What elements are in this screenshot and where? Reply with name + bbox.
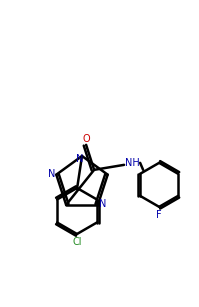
Text: O: O [82,134,90,144]
Text: Cl: Cl [72,237,82,247]
Text: NH: NH [125,158,139,168]
Text: N: N [48,169,55,179]
Text: N: N [76,154,84,164]
Text: N: N [99,199,106,209]
Text: F: F [156,210,162,220]
